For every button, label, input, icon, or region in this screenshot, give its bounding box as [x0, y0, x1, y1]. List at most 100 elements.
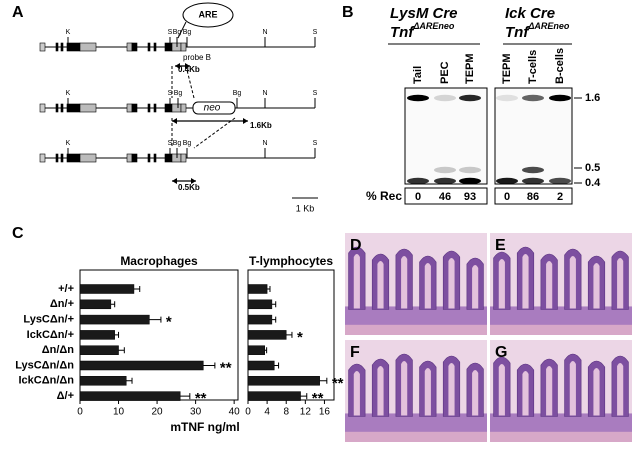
blot-band [459, 177, 481, 185]
site-label: K [66, 140, 71, 147]
site-label: N [262, 140, 267, 147]
allele-sup: ΔAREneo [412, 21, 455, 31]
blot-band [459, 94, 481, 102]
lane-label: Tail [412, 66, 424, 84]
error-bar [110, 301, 116, 308]
exon [55, 103, 59, 113]
site-label: K [66, 29, 71, 36]
site-label: S [313, 90, 318, 97]
blot-band [407, 94, 429, 102]
chart-title: Macrophages [120, 254, 198, 268]
muscle [490, 324, 632, 335]
exon [147, 42, 151, 52]
blot-band [522, 177, 544, 185]
significance: * [297, 329, 303, 346]
bar [247, 284, 268, 294]
bar [79, 330, 115, 340]
significance: ** [312, 390, 324, 407]
villus-core [593, 263, 600, 309]
villus-core [498, 259, 505, 309]
exon [180, 153, 187, 163]
category-label: Δ/+ [57, 390, 74, 402]
site-label: Bg [173, 140, 182, 147]
lane-label: PEC [439, 61, 451, 84]
villus-core [377, 366, 384, 416]
muscle [345, 431, 487, 442]
villus-core [472, 265, 479, 309]
x-tick-label: 30 [190, 407, 202, 418]
error-bar [126, 377, 133, 384]
exon [55, 153, 59, 163]
bar [79, 314, 150, 325]
villus-core [546, 366, 553, 416]
rec-value: 0 [415, 191, 421, 203]
lane-label: B-cells [554, 48, 566, 84]
bar [79, 376, 127, 386]
exon [171, 103, 182, 113]
villus-core [617, 258, 624, 309]
allele-sup: ΔAREneo [527, 21, 570, 31]
exon [164, 153, 173, 163]
panel-label: B [342, 4, 354, 21]
blot-band [434, 177, 456, 185]
exon [60, 103, 64, 113]
allele: TnfΔAREneo [505, 21, 570, 41]
rec-box [494, 187, 573, 205]
villus-core [546, 261, 553, 309]
site-label: S [168, 140, 173, 147]
villus-core [353, 254, 360, 309]
category-label: IckCΔn/Δn [18, 375, 74, 387]
site-label: K [66, 90, 71, 97]
are-pointer [177, 21, 187, 39]
site-label: Bg [174, 90, 183, 97]
blot-band [407, 177, 429, 185]
blot-band [434, 166, 456, 174]
chart-title: T-lymphocytes [249, 254, 333, 268]
size-label: 1.6 [585, 92, 600, 104]
fragment-label: 0.5Kb [178, 183, 200, 192]
allele-name: Tnf [505, 24, 530, 41]
histology-label: G [495, 344, 507, 361]
exon [39, 153, 46, 163]
driver: LysM Cre [390, 5, 458, 22]
neo-cassette [192, 101, 236, 115]
category-label: LysCΔn/+ [23, 314, 74, 326]
x-tick-label: 16 [319, 407, 331, 418]
rec-value: 0 [504, 191, 510, 203]
rec-value: 86 [527, 191, 539, 203]
blot-band [522, 94, 544, 102]
blot-band [549, 94, 571, 102]
site-label: Bg [183, 29, 192, 36]
exon [79, 42, 97, 52]
site-label: N [262, 90, 267, 97]
villus-core [448, 258, 455, 309]
arrow-head [175, 63, 190, 69]
histology-image: D [345, 233, 487, 335]
panel-label: A [12, 4, 24, 21]
significance: ** [220, 359, 232, 376]
histology-label: D [350, 237, 362, 254]
exon [164, 42, 173, 52]
error-bar [114, 331, 120, 338]
villus-core [424, 368, 431, 416]
villus-core [401, 361, 408, 416]
lane-label: TEPM [464, 53, 476, 84]
exon [153, 103, 157, 113]
bar [247, 330, 287, 340]
villus-core [353, 371, 360, 416]
rec-value: 93 [464, 191, 476, 203]
site-label: S [168, 90, 173, 97]
exon [39, 42, 46, 52]
exon [55, 42, 59, 52]
bar [79, 284, 135, 294]
bar [79, 299, 112, 310]
x-tick-label: 0 [77, 407, 83, 418]
rec-value: 2 [557, 191, 563, 203]
villus-core [498, 364, 505, 416]
site-label: S [313, 140, 318, 147]
exon [180, 42, 187, 52]
bar [247, 345, 265, 355]
significance: ** [332, 375, 344, 392]
rec-value: 46 [439, 191, 451, 203]
exon [66, 103, 81, 113]
